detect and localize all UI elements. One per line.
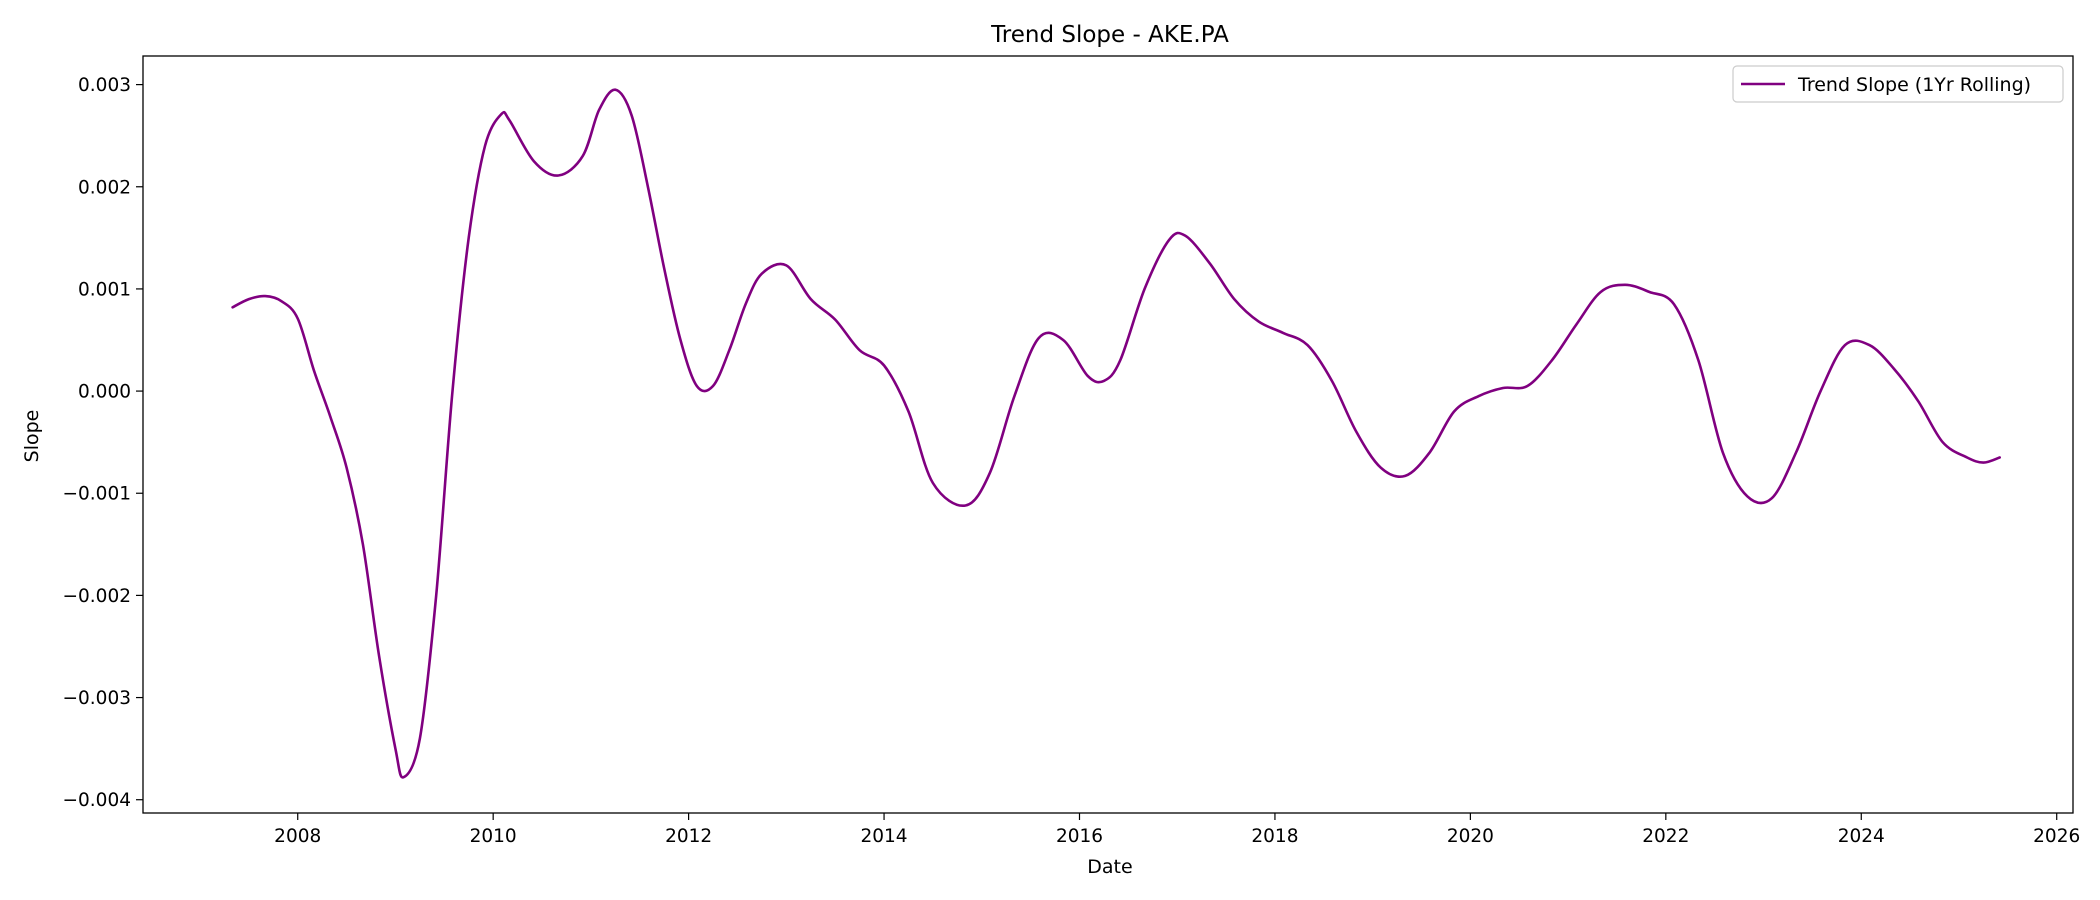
legend-label: Trend Slope (1Yr Rolling) [1797,74,2031,96]
plot-area [142,55,2074,814]
x-tick-label: 2014 [861,826,908,847]
y-tick-label: −0.001 [63,484,131,505]
x-axis: 2008 2010 2012 2014 2016 2018 2020 2022 2024 2026 [274,813,2080,847]
y-tick-label: −0.004 [63,790,131,811]
x-tick-label: 2020 [1447,826,1494,847]
x-tick-label: 2010 [470,826,517,847]
legend-box [1732,65,2064,103]
x-tick-label: 2026 [2033,826,2080,847]
y-tick-label: 0.002 [78,177,131,198]
x-tick-label: 2024 [1838,826,1885,847]
series-line-trend-slope [231,88,2001,779]
y-tick-label: 0.001 [78,279,131,300]
x-tick-label: 2008 [274,826,321,847]
x-tick-label: 2016 [1056,826,1103,847]
y-tick-label: 0.000 [78,382,131,403]
y-axis: 0.003 0.002 0.001 0.000 −0.001 −0.002 −0.003 −0… [63,75,143,811]
x-tick-label: 2018 [1251,826,1298,847]
y-tick-label: 0.003 [78,75,131,96]
y-axis-label: Slope [21,410,43,463]
y-tick-label: −0.003 [63,688,131,709]
x-axis-label: Date [1087,856,1132,878]
x-tick-label: 2012 [665,826,712,847]
legend: Trend Slope (1Yr Rolling) [1732,65,2064,103]
x-tick-label: 2022 [1642,826,1689,847]
plot-frame [142,55,2074,814]
chart-title: Trend Slope - AKE.PA [990,22,1229,48]
y-tick-label: −0.002 [63,586,131,607]
